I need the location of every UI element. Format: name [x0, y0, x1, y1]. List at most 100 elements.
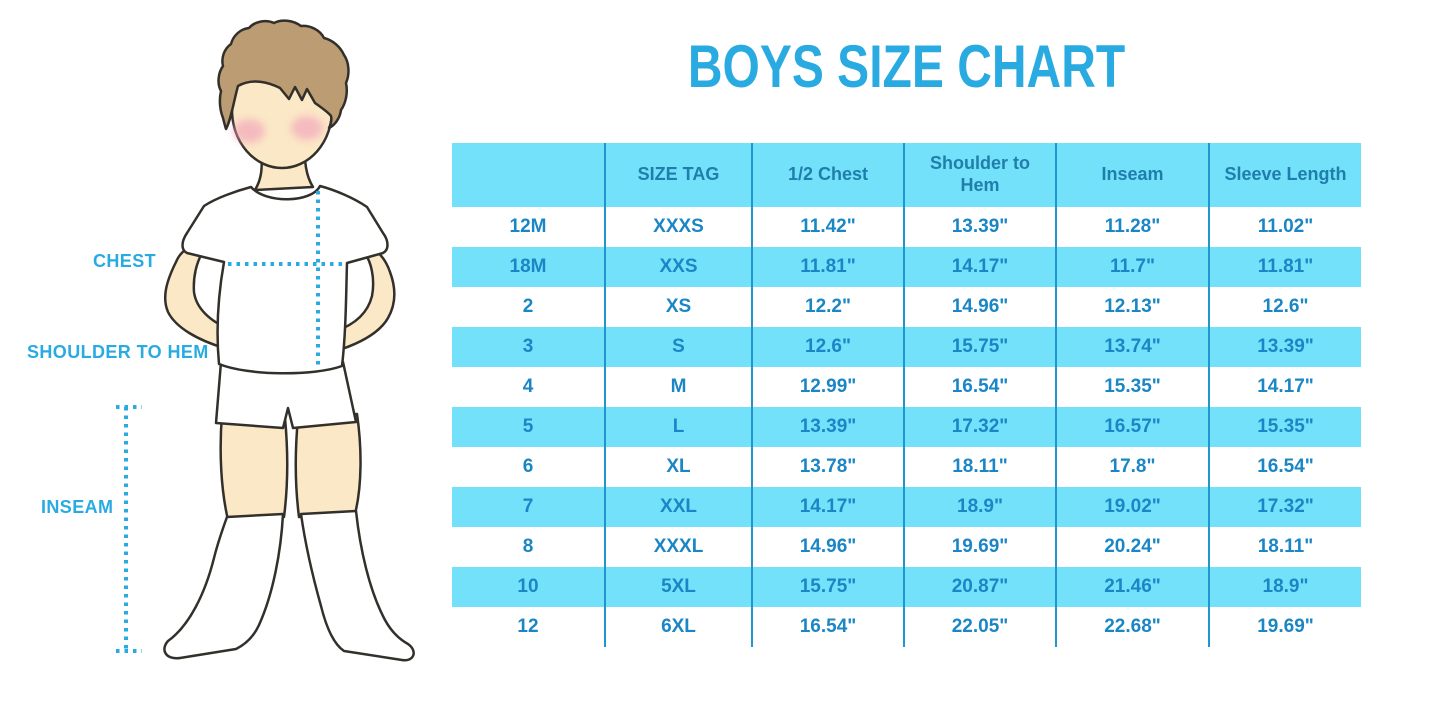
- table-cell: 17.32": [1208, 487, 1361, 527]
- table-cell: 13.39": [1208, 327, 1361, 367]
- table-cell: 12: [517, 616, 539, 637]
- table-row: 2 XS 12.2" 14.96" 12.13" 12.6": [452, 287, 1361, 327]
- table-cell: 12.6": [751, 327, 903, 367]
- page-title: BOYS SIZE CHART: [687, 32, 1126, 100]
- table-cell: 5: [522, 416, 534, 437]
- table-cell: 20.24": [1055, 527, 1208, 567]
- table-cell: 14.96": [751, 527, 903, 567]
- table-cell: 18M: [509, 256, 547, 277]
- table-row: 5 L 13.39" 17.32" 16.57" 15.35": [452, 407, 1361, 447]
- table-cell: 5XL: [604, 567, 751, 607]
- table-cell: XXXS: [604, 207, 751, 247]
- table-cell: 17.32": [903, 407, 1055, 447]
- table-cell: 11.7": [1055, 247, 1208, 287]
- table-cell: 12.6": [1208, 287, 1361, 327]
- table-row: 8 XXXL 14.96" 19.69" 20.24" 18.11": [452, 527, 1361, 567]
- left-sock: [163, 512, 285, 660]
- chest-label: CHEST: [92, 251, 156, 271]
- table-cell: 15.75": [751, 567, 903, 607]
- blush-right: [291, 116, 323, 140]
- table-cell: 14.17": [1208, 367, 1361, 407]
- right-sock: [299, 509, 415, 662]
- table-cell: S: [604, 327, 751, 367]
- table-header-row: SIZE TAG 1/2 Chest Shoulder to Hem Inseam Sl…: [452, 143, 1361, 207]
- column-header: 1/2 Chest: [751, 143, 903, 207]
- table-cell: 19.69": [903, 527, 1055, 567]
- table-cell: 11.02": [1208, 207, 1361, 247]
- table-cell: 6XL: [604, 607, 751, 647]
- blush-left: [233, 119, 265, 143]
- boy-illustration: [116, 19, 415, 662]
- table-cell: 13.39": [903, 207, 1055, 247]
- table-cell: 14.96": [903, 287, 1055, 327]
- size-table: SIZE TAG 1/2 Chest Shoulder to Hem Inseam Sl…: [452, 143, 1361, 647]
- table-cell: M: [604, 367, 751, 407]
- table-cell: 18.11": [903, 447, 1055, 487]
- table-cell: 4: [522, 376, 534, 397]
- left-arm: [164, 240, 234, 350]
- column-header: SIZE TAG: [604, 143, 751, 207]
- table-cell: 18.9": [1208, 567, 1361, 607]
- table-cell: 8: [522, 536, 534, 557]
- table-cell: 15.75": [903, 327, 1055, 367]
- table-cell: 16.57": [1055, 407, 1208, 447]
- table-cell: 7: [522, 496, 534, 517]
- column-header: Sleeve Length: [1208, 143, 1361, 207]
- table-cell: 18.9": [903, 487, 1055, 527]
- table-cell: 12.2": [751, 287, 903, 327]
- table-cell: 19.69": [1208, 607, 1361, 647]
- table-cell: 12.13": [1055, 287, 1208, 327]
- table-cell: 22.05": [903, 607, 1055, 647]
- column-header: Inseam: [1055, 143, 1208, 207]
- table-cell: 2: [522, 296, 534, 317]
- column-header: Shoulder to Hem: [903, 143, 1055, 207]
- table-cell: 3: [522, 336, 534, 357]
- table-cell: 17.8": [1055, 447, 1208, 487]
- left-thigh: [219, 412, 289, 522]
- table-cell: XS: [604, 287, 751, 327]
- table-cell: 11.42": [751, 207, 903, 247]
- table-cell: XXS: [604, 247, 751, 287]
- table-cell: 20.87": [903, 567, 1055, 607]
- table-cell: 13.74": [1055, 327, 1208, 367]
- table-cell: 15.35": [1055, 367, 1208, 407]
- table-cell: 16.54": [1208, 447, 1361, 487]
- table-cell: 11.28": [1055, 207, 1208, 247]
- table-cell: 16.54": [751, 607, 903, 647]
- right-arm: [334, 242, 396, 351]
- table-row: 7 XXL 14.17" 18.9" 19.02" 17.32": [452, 487, 1361, 527]
- table-cell: 12.99": [751, 367, 903, 407]
- table-cell: 10: [517, 576, 539, 597]
- hair: [217, 19, 350, 131]
- right-thigh: [294, 412, 362, 519]
- table-row: 12 6XL 16.54" 22.05" 22.68" 19.69": [452, 607, 1361, 647]
- table-cell: 14.17": [751, 487, 903, 527]
- shirt: [181, 184, 389, 375]
- table-cell: 6: [522, 456, 534, 477]
- table-row: 12M XXXS 11.42" 13.39" 11.28" 11.02": [452, 207, 1361, 247]
- measurement-figure: CHEST SHOULDER TO HEM INSEAM: [0, 0, 450, 723]
- table-row: 18M XXS 11.81" 14.17" 11.7" 11.81": [452, 247, 1361, 287]
- inseam-label: INSEAM: [41, 497, 114, 517]
- table-cell: 12M: [509, 216, 547, 237]
- table-cell: L: [604, 407, 751, 447]
- table-cell: 22.68": [1055, 607, 1208, 647]
- table-cell: XL: [604, 447, 751, 487]
- table-cell: 13.78": [751, 447, 903, 487]
- table-cell: 11.81": [751, 247, 903, 287]
- table-cell: 11.81": [1208, 247, 1361, 287]
- table-cell: XXXL: [604, 527, 751, 567]
- table-cell: 21.46": [1055, 567, 1208, 607]
- table-cell: 16.54": [903, 367, 1055, 407]
- table-row: 3 S 12.6" 15.75" 13.74" 13.39": [452, 327, 1361, 367]
- table-cell: 14.17": [903, 247, 1055, 287]
- table-cell: 18.11": [1208, 527, 1361, 567]
- table-row: 6 XL 13.78" 18.11" 17.8" 16.54": [452, 447, 1361, 487]
- table-cell: 19.02": [1055, 487, 1208, 527]
- column-header: [452, 143, 604, 207]
- table-row: 4 M 12.99" 16.54" 15.35" 14.17": [452, 367, 1361, 407]
- table-cell: 13.39": [751, 407, 903, 447]
- shoulder-to-hem-label: SHOULDER TO HEM: [27, 342, 209, 362]
- table-row: 10 5XL 15.75" 20.87" 21.46" 18.9": [452, 567, 1361, 607]
